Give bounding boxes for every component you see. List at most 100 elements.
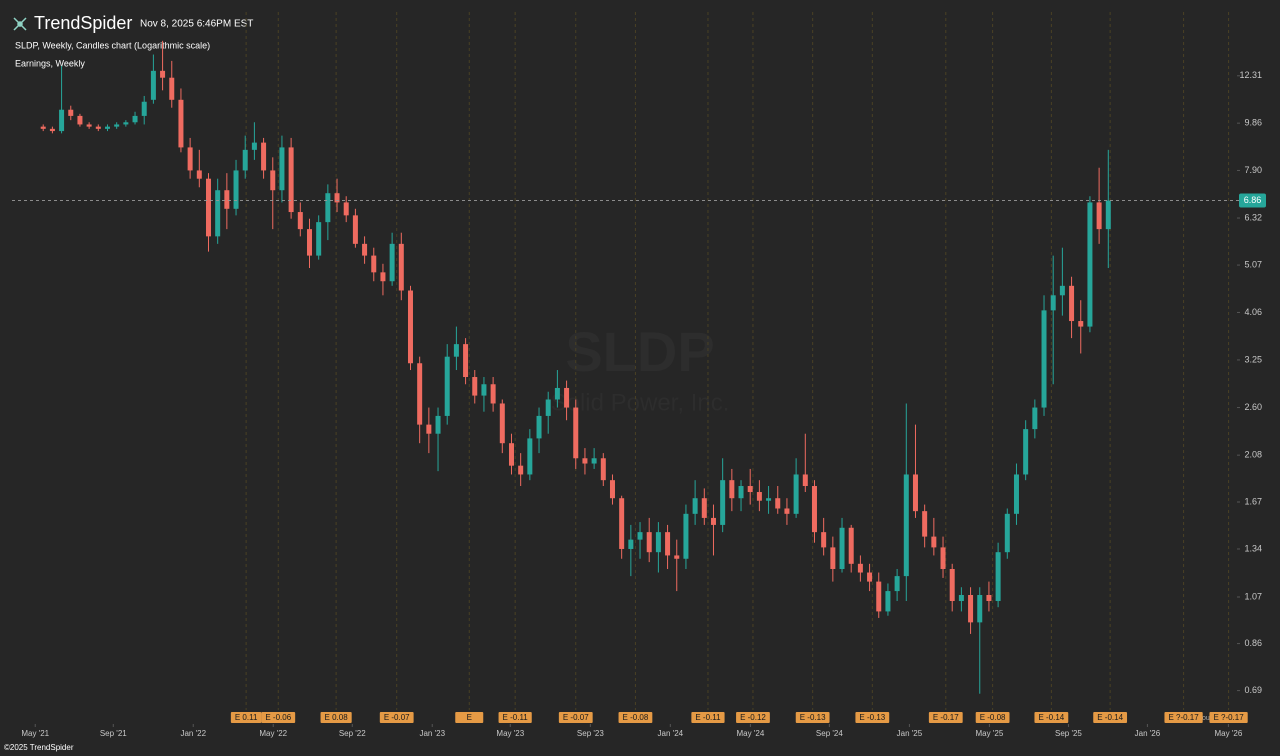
x-tick-label: May '23 bbox=[496, 729, 524, 738]
candle-body bbox=[77, 115, 83, 125]
candle-body bbox=[811, 486, 817, 533]
candle-body bbox=[1041, 310, 1047, 408]
candle-body bbox=[407, 290, 413, 364]
candle-body bbox=[1004, 513, 1010, 553]
candle-body bbox=[582, 458, 588, 464]
candle-body bbox=[655, 532, 661, 553]
candle-body bbox=[554, 387, 560, 400]
candle-body bbox=[848, 527, 854, 564]
candle-body bbox=[1069, 285, 1075, 322]
y-tick-label: 2.60 bbox=[1244, 402, 1262, 412]
candle-body bbox=[508, 443, 514, 466]
earnings-label: E bbox=[467, 713, 472, 722]
candle-body bbox=[1032, 407, 1038, 430]
candle-body bbox=[306, 229, 312, 256]
candle-body bbox=[986, 595, 992, 602]
x-tick-label: May '21 bbox=[21, 729, 49, 738]
earnings-badge bbox=[1164, 712, 1203, 723]
candle-body bbox=[490, 384, 496, 404]
earnings-label: E -0.12 bbox=[740, 713, 766, 722]
candle-body bbox=[196, 170, 202, 179]
candle-body bbox=[40, 126, 46, 129]
x-tick-label: Sep '24 bbox=[816, 729, 843, 738]
candle-body bbox=[242, 149, 248, 171]
candle-body bbox=[646, 532, 652, 553]
candle-body bbox=[968, 595, 974, 623]
candle-body bbox=[389, 243, 395, 282]
earnings-label: E -0.11 bbox=[503, 713, 529, 722]
y-tick-label: 2.08 bbox=[1244, 450, 1262, 460]
brand-icon bbox=[13, 17, 27, 31]
earnings-label: E -0.07 bbox=[563, 713, 589, 722]
earnings-label: E -0.14 bbox=[1038, 713, 1064, 722]
earnings-badge bbox=[1034, 712, 1069, 723]
candle-body bbox=[857, 563, 863, 573]
earnings-label: E ?-0.17 bbox=[1213, 713, 1244, 722]
candle-body bbox=[802, 474, 808, 487]
candle-body bbox=[958, 595, 964, 602]
earnings-label: E 0.08 bbox=[325, 713, 349, 722]
candle-body bbox=[793, 474, 799, 514]
candle-body bbox=[830, 547, 836, 569]
candle-body bbox=[205, 178, 211, 237]
candle-body bbox=[233, 170, 239, 209]
candle-body bbox=[701, 498, 707, 518]
candle-body bbox=[178, 99, 184, 148]
candle-body bbox=[132, 115, 138, 123]
candle-body bbox=[894, 576, 900, 592]
candle-body bbox=[251, 142, 257, 150]
candle-body bbox=[1096, 202, 1102, 230]
earnings-badge bbox=[261, 712, 296, 723]
candle-body bbox=[334, 193, 340, 203]
candle-body bbox=[169, 77, 175, 100]
x-tick-label: May '26 bbox=[1215, 729, 1243, 738]
candle-body bbox=[1078, 321, 1084, 327]
candle-body bbox=[499, 403, 505, 444]
candle-body bbox=[747, 486, 753, 493]
candle-body bbox=[903, 474, 909, 577]
candle-body bbox=[362, 243, 368, 256]
candle-body bbox=[444, 356, 450, 416]
earnings-label: E -0.08 bbox=[980, 713, 1006, 722]
copyright: ©2025 TrendSpider bbox=[4, 743, 74, 752]
x-tick-label: Sep '21 bbox=[100, 729, 127, 738]
candle-body bbox=[692, 498, 698, 514]
candle-body bbox=[1059, 285, 1065, 296]
earnings-label: E -0.07 bbox=[384, 713, 410, 722]
candle-body bbox=[839, 527, 845, 569]
candle-body bbox=[674, 555, 680, 559]
candle-body bbox=[821, 532, 827, 548]
brand: TrendSpider bbox=[34, 13, 132, 33]
x-tick-label: Sep '23 bbox=[577, 729, 604, 738]
x-tick-label: Jan '24 bbox=[658, 729, 684, 738]
earnings-badge bbox=[736, 712, 770, 723]
earnings-badge bbox=[1093, 712, 1128, 723]
candle-body bbox=[325, 193, 331, 223]
earnings-badge bbox=[855, 712, 890, 723]
earnings-label: E -0.11 bbox=[695, 713, 721, 722]
x-tick-label: Jan '22 bbox=[180, 729, 206, 738]
y-tick-label: 4.06 bbox=[1244, 307, 1262, 317]
candle-body bbox=[995, 552, 1001, 602]
candle-body bbox=[123, 122, 129, 125]
candle-body bbox=[683, 513, 689, 559]
timestamp: Nov 8, 2025 6:46PM EST bbox=[140, 19, 253, 30]
y-tick-label: 7.90 bbox=[1244, 165, 1262, 175]
y-tick-label: 0.86 bbox=[1244, 638, 1262, 648]
candle-body bbox=[316, 222, 322, 256]
candle-body bbox=[1023, 429, 1029, 475]
candle-body bbox=[1050, 295, 1056, 311]
earnings-label: E -0.14 bbox=[1097, 713, 1123, 722]
earnings-badge bbox=[379, 712, 414, 723]
candle-body bbox=[867, 572, 873, 582]
earnings-label: E -0.17 bbox=[933, 713, 959, 722]
candle-body bbox=[398, 243, 404, 291]
x-tick-label: Sep '22 bbox=[339, 729, 366, 738]
y-tick-label: 12.31 bbox=[1239, 70, 1262, 80]
candle-body bbox=[564, 387, 570, 408]
candle-body bbox=[545, 399, 551, 416]
x-tick-label: May '25 bbox=[976, 729, 1004, 738]
candle-body bbox=[949, 568, 955, 602]
